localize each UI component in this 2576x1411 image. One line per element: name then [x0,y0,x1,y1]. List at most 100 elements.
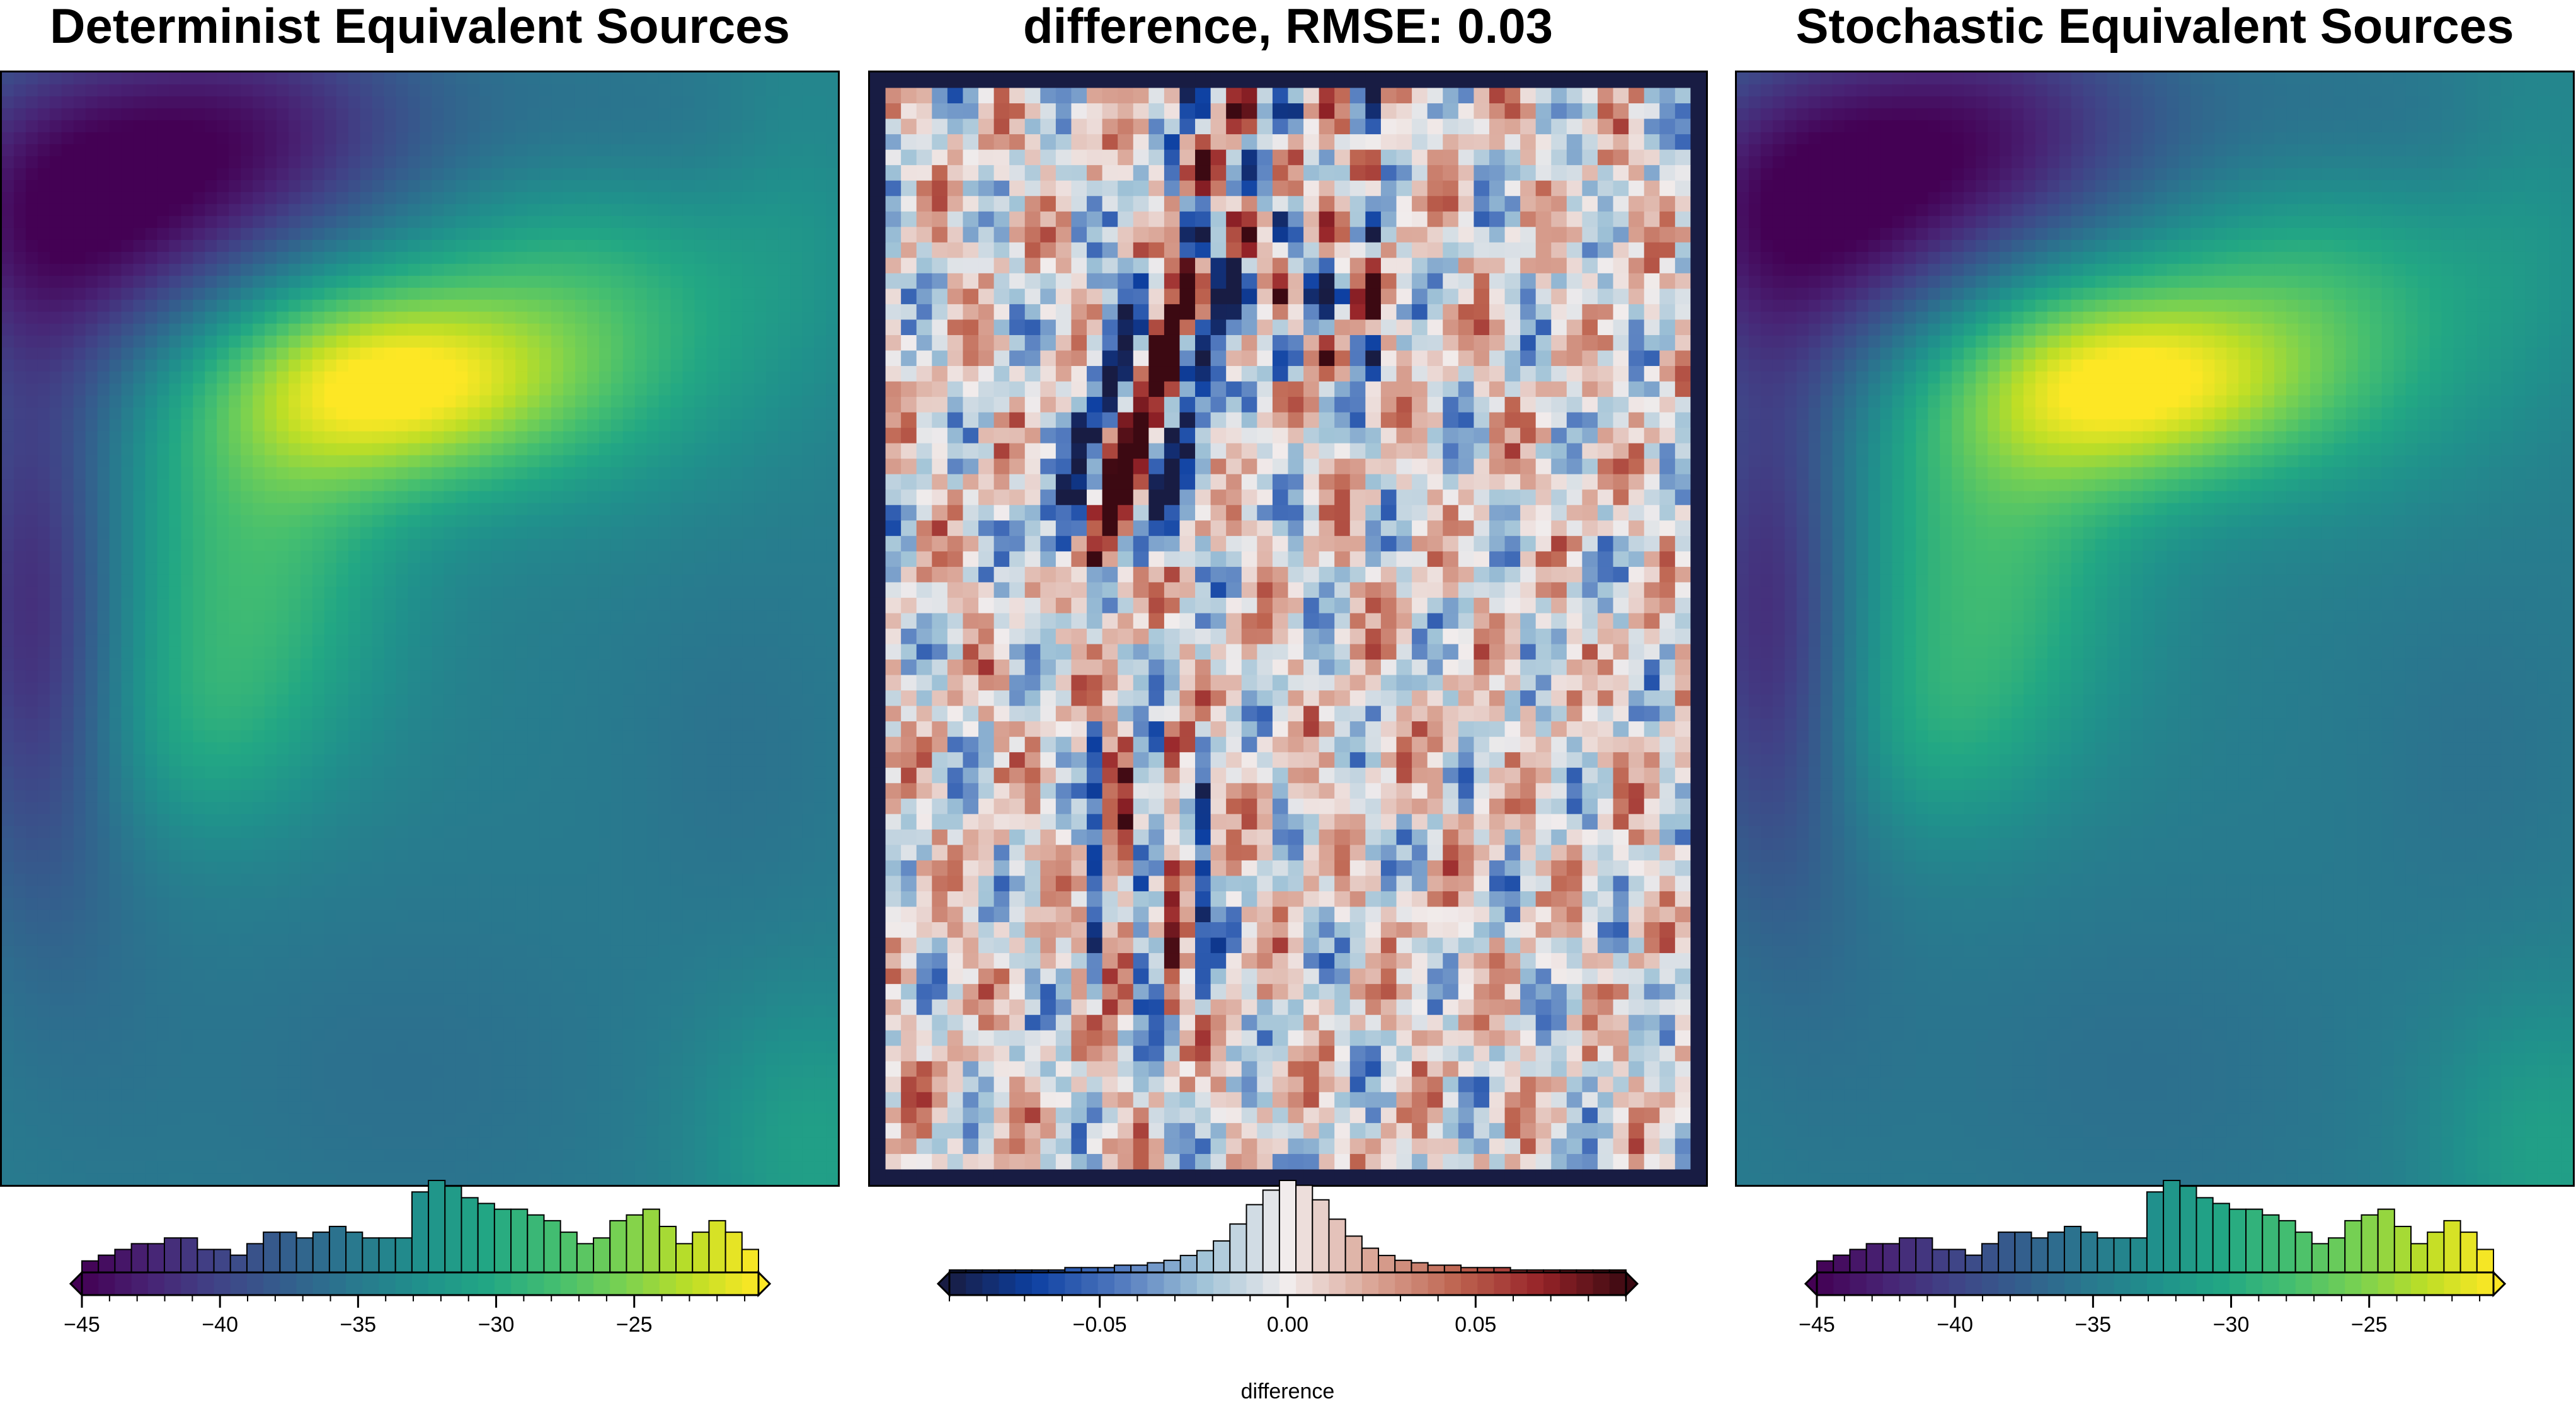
panel-title-difference: difference, RMSE: 0.03 [1023,0,1553,54]
stochastic-histogram-bar [2361,1214,2379,1273]
determinist-histogram-bar [147,1243,165,1273]
difference-histogram-bar [1196,1250,1215,1273]
stochastic-histogram-bar [2063,1226,2082,1273]
determinist-histogram-bar [312,1231,330,1273]
determinist-histogram-bar [328,1226,347,1273]
stochastic-histogram-bar [2443,1220,2461,1273]
difference-histogram-bar [1378,1255,1396,1273]
stochastic-map [1735,71,2575,1187]
determinist-histogram-bar [692,1231,710,1273]
stochastic-histogram-bar [1915,1237,1933,1273]
determinist-colorbar: −45 −40 −35 −30 −25 [64,1180,772,1411]
determinist-histogram-bar [295,1237,314,1273]
determinist-histogram-bar [477,1202,495,1273]
stochastic-histogram-bar [2459,1231,2478,1273]
stochastic-histogram-bar [2262,1214,2280,1273]
determinist-histogram-bar [658,1226,677,1273]
determinist-histogram-bar [279,1231,297,1273]
stochastic-histogram-bar [1865,1243,1884,1273]
determinist-histogram-bar [527,1214,545,1273]
determinist-histogram-bar [741,1248,760,1273]
stochastic-histogram-bar [1964,1254,1983,1273]
determinist-histogram-bar [114,1248,132,1273]
stochastic-histogram-bar [1833,1254,1851,1273]
determinist-histogram-bar [163,1237,182,1273]
difference-histogram-bar [1394,1259,1412,1273]
stochastic-histogram-bar [2163,1180,2181,1273]
stochastic-histogram-bar [2377,1208,2395,1273]
stochastic-histogram-bar [1948,1248,1966,1273]
stochastic-histogram-bar [2294,1231,2313,1273]
difference-tick-label: 0.00 [1267,1313,1308,1337]
determinist-histogram-bar [510,1208,529,1273]
stochastic-histogram-bar [1882,1243,1900,1273]
stochastic-tick-label: −30 [2213,1313,2250,1337]
stochastic-histogram-bar [1816,1260,1835,1273]
determinist-histogram-bar [493,1208,512,1273]
stochastic-histogram-bar [2195,1197,2214,1273]
difference-colorbar: −0.05 0.00 0.05 difference [936,1180,1639,1411]
determinist-histogram-bar [130,1243,149,1273]
difference-histogram-bar [1312,1199,1330,1274]
determinist-histogram-bar [229,1254,248,1273]
difference-histogram-bar [1213,1240,1231,1273]
stochastic-histogram-bar [2311,1243,2330,1273]
determinist-histogram-bar [81,1260,100,1273]
stochastic-histogram-bar [2344,1220,2362,1273]
stochastic-histogram-bar [2245,1208,2264,1273]
difference-histogram-bar [1245,1204,1264,1274]
stochastic-histogram-bar [1981,1243,2000,1273]
determinist-map [0,71,840,1187]
difference-histogram-bar [1179,1255,1198,1273]
difference-map [868,71,1708,1187]
determinist-tick-label: −40 [202,1313,238,1337]
difference-histogram-bar [1427,1264,1445,1274]
stochastic-histogram-bar [2328,1237,2346,1273]
determinist-histogram-bar [543,1220,561,1273]
determinist-histogram-bar [576,1243,595,1273]
determinist-tick-label: −35 [340,1313,377,1337]
determinist-histogram-bar [444,1185,462,1273]
stochastic-histogram-bar [1932,1248,1950,1273]
determinist-histogram-bar [345,1231,364,1273]
difference-histogram-bar [1262,1189,1280,1273]
determinist-histogram-bar [642,1208,660,1273]
difference-histogram-bar [1443,1264,1462,1274]
stochastic-histogram-bar [2179,1185,2197,1273]
stochastic-histogram-bar [2080,1231,2098,1273]
stochastic-histogram-bar [2476,1248,2495,1273]
difference-histogram-bar [1147,1262,1165,1273]
difference-histogram-bar [1113,1264,1132,1274]
stochastic-histogram-bar [2393,1226,2412,1273]
determinist-histogram-bar [411,1191,430,1273]
determinist-histogram-bar [559,1231,578,1273]
stochastic-histogram-bar [2146,1191,2165,1273]
difference-histogram-bar [1295,1184,1314,1274]
stochastic-colorbar: −45 −40 −35 −30 −25 [1799,1180,2507,1411]
difference-histogram-bar [1361,1247,1380,1273]
difference-tick-label: 0.05 [1455,1313,1496,1337]
stochastic-tick-label: −25 [2351,1313,2388,1337]
stochastic-histogram-bar [2047,1231,2065,1273]
stochastic-histogram-bar [1998,1231,2016,1273]
determinist-histogram-bar [724,1231,743,1273]
difference-tick-label: −0.05 [1073,1313,1127,1337]
determinist-histogram-bar [626,1214,644,1273]
stochastic-histogram-bar [2228,1208,2247,1273]
stochastic-histogram-bar [2014,1231,2032,1273]
difference-histogram-bar [1344,1235,1363,1273]
stochastic-histogram-bar [2113,1237,2131,1273]
difference-histogram-bar [1163,1259,1181,1273]
stochastic-histogram-bar [2030,1237,2049,1273]
determinist-tick-label: −45 [64,1313,100,1337]
determinist-histogram-bar [593,1237,611,1273]
determinist-histogram-bar [180,1237,198,1273]
determinist-tick-label: −25 [616,1313,653,1337]
stochastic-histogram-bar [2278,1220,2296,1273]
panel-title-determinist: Determinist Equivalent Sources [50,0,790,54]
difference-histogram-bar [1328,1218,1346,1273]
determinist-histogram-bar [197,1248,215,1273]
determinist-histogram-bar [378,1237,396,1273]
difference-colorbar-label: difference [1240,1380,1335,1403]
stochastic-histogram-bar [2427,1231,2445,1273]
